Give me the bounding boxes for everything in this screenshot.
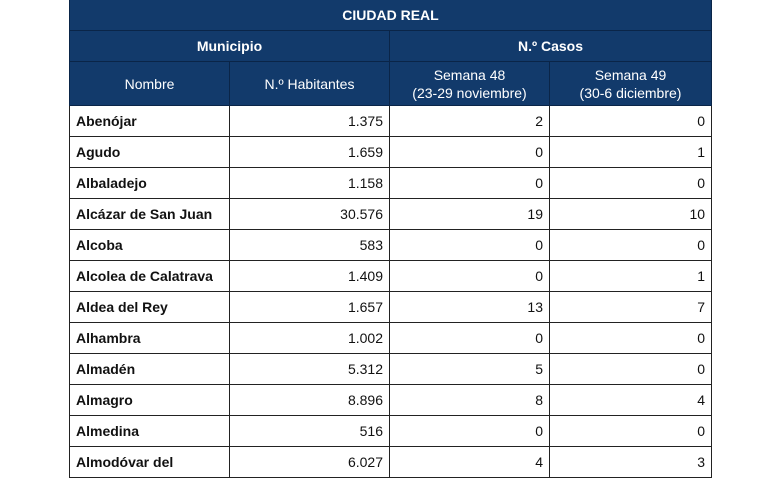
- group-header-municipio: Municipio: [69, 30, 390, 62]
- cell-nombre: Alcolea de Calatrava: [69, 260, 230, 292]
- cell-habitantes: 30.576: [229, 198, 390, 230]
- column-header-habitantes: N.º Habitantes: [229, 61, 390, 106]
- cell-semana-48: 19: [389, 198, 550, 230]
- table-body: Abenójar 1.375 2 0 Agudo 1.659 0 1 Albaladejo 1.1…: [69, 105, 713, 478]
- table-row: Almagro 8.896 8 4: [69, 384, 713, 416]
- cell-nombre: Alhambra: [69, 322, 230, 354]
- cell-semana-48: 0: [389, 167, 550, 199]
- table-row: Alcolea de Calatrava 1.409 0 1: [69, 260, 713, 292]
- cell-semana-49: 0: [548, 322, 713, 354]
- cell-semana-48: 5: [389, 353, 550, 385]
- cell-habitantes: 8.896: [229, 384, 390, 416]
- table-row: Alcoba 583 0 0: [69, 229, 713, 261]
- cell-semana-49: 1: [548, 260, 713, 292]
- column-label: Semana 48: [433, 66, 506, 83]
- column-header-nombre: Nombre: [69, 61, 230, 106]
- cell-nombre: Almadén: [69, 353, 230, 385]
- table-row: Aldea del Rey 1.657 13 7: [69, 291, 713, 323]
- table-row: Agudo 1.659 0 1: [69, 136, 713, 168]
- column-header-semana-48: Semana 48 (23-29 noviembre): [389, 61, 550, 106]
- table-row: Abenójar 1.375 2 0: [69, 105, 713, 137]
- table-row: Alcázar de San Juan 30.576 19 10: [69, 198, 713, 230]
- cases-table: CIUDAD REAL Municipio N.º Casos Nombre N…: [68, 0, 713, 478]
- column-sublabel: (23-29 noviembre): [412, 84, 527, 101]
- cell-semana-48: 0: [389, 136, 550, 168]
- column-header-semana-49: Semana 49 (30-6 diciembre): [548, 61, 713, 106]
- table-row: Albaladejo 1.158 0 0: [69, 167, 713, 199]
- cell-semana-48: 0: [389, 229, 550, 261]
- cell-habitantes: 5.312: [229, 353, 390, 385]
- cell-semana-49: 0: [548, 167, 713, 199]
- cell-semana-49: 0: [548, 415, 713, 447]
- cell-semana-49: 7: [548, 291, 713, 323]
- cell-semana-49: 0: [548, 105, 713, 137]
- cell-nombre: Agudo: [69, 136, 230, 168]
- cell-semana-49: 3: [548, 446, 713, 478]
- column-label: Semana 49: [594, 66, 667, 83]
- column-label: N.º Habitantes: [264, 75, 355, 92]
- cell-habitantes: 1.409: [229, 260, 390, 292]
- cell-nombre: Aldea del Rey: [69, 291, 230, 323]
- table-row: Almodóvar del 6.027 4 3: [69, 446, 713, 478]
- cell-semana-48: 0: [389, 322, 550, 354]
- column-label: Nombre: [124, 75, 175, 92]
- cell-semana-48: 2: [389, 105, 550, 137]
- group-header-casos: N.º Casos: [388, 30, 713, 62]
- cell-semana-48: 4: [389, 446, 550, 478]
- cell-semana-48: 13: [389, 291, 550, 323]
- cell-nombre: Almodóvar del: [69, 446, 230, 478]
- cell-semana-49: 10: [548, 198, 713, 230]
- cell-nombre: Almedina: [69, 415, 230, 447]
- cell-semana-49: 4: [548, 384, 713, 416]
- cell-nombre: Alcázar de San Juan: [69, 198, 230, 230]
- cell-semana-48: 8: [389, 384, 550, 416]
- cell-nombre: Alcoba: [69, 229, 230, 261]
- cell-habitantes: 1.659: [229, 136, 390, 168]
- cell-semana-48: 0: [389, 415, 550, 447]
- table-row: Almedina 516 0 0: [69, 415, 713, 447]
- cell-habitantes: 1.158: [229, 167, 390, 199]
- cell-semana-49: 1: [548, 136, 713, 168]
- cell-semana-49: 0: [548, 229, 713, 261]
- table-row: Almadén 5.312 5 0: [69, 353, 713, 385]
- cell-habitantes: 1.657: [229, 291, 390, 323]
- cell-nombre: Abenójar: [69, 105, 230, 137]
- column-sublabel: (30-6 diciembre): [579, 84, 682, 101]
- cell-habitantes: 1.375: [229, 105, 390, 137]
- table-row: Alhambra 1.002 0 0: [69, 322, 713, 354]
- cell-semana-49: 0: [548, 353, 713, 385]
- table-title: CIUDAD REAL: [68, 0, 713, 31]
- cell-nombre: Almagro: [69, 384, 230, 416]
- cell-habitantes: 6.027: [229, 446, 390, 478]
- cell-habitantes: 1.002: [229, 322, 390, 354]
- cell-semana-48: 0: [389, 260, 550, 292]
- cell-habitantes: 583: [229, 229, 390, 261]
- cell-habitantes: 516: [229, 415, 390, 447]
- cell-nombre: Albaladejo: [69, 167, 230, 199]
